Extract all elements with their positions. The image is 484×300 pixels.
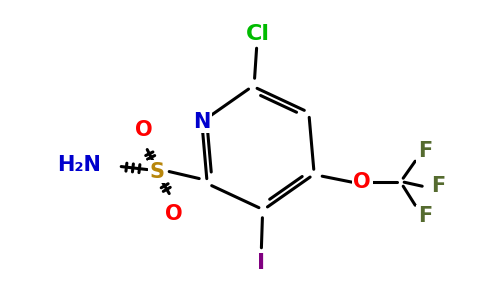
Text: O: O xyxy=(166,204,183,224)
Text: O: O xyxy=(353,172,371,192)
Text: S: S xyxy=(150,162,165,182)
Text: Cl: Cl xyxy=(245,24,270,44)
Text: I: I xyxy=(257,253,265,273)
Text: H₂N: H₂N xyxy=(57,154,101,175)
Text: F: F xyxy=(418,141,432,161)
Text: O: O xyxy=(136,120,153,140)
Text: F: F xyxy=(431,176,445,196)
Text: N: N xyxy=(193,112,211,132)
Text: F: F xyxy=(418,206,432,226)
